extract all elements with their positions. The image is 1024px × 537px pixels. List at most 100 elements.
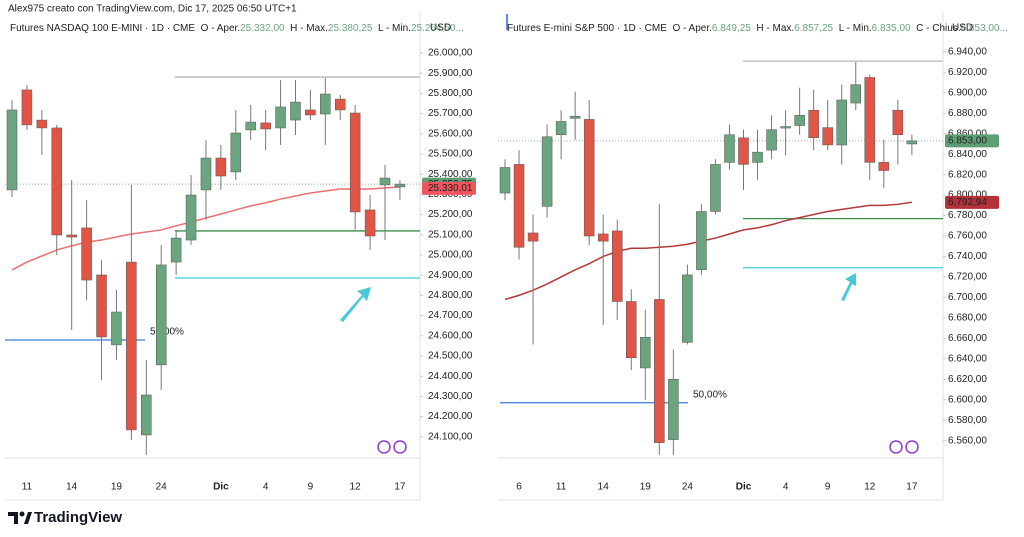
y-tick-label: 26.000,00 — [428, 48, 473, 59]
candle-body — [379, 177, 391, 186]
candle-body — [364, 209, 376, 237]
candle-body — [541, 136, 553, 207]
y-tick-label: 6.680,00 — [948, 312, 987, 323]
title-part: O - Aper. — [672, 23, 711, 34]
chart-title: Futures E-mini S&P 500 · 1D · CME O - Ap… — [507, 23, 1008, 34]
candle-body — [185, 194, 197, 241]
title-part: 25.264,50... — [411, 23, 464, 34]
y-tick-label: 6.820,00 — [948, 169, 987, 180]
candle-body — [394, 183, 406, 188]
candle-body — [597, 233, 609, 242]
icon[interactable] — [393, 440, 407, 454]
indicator-icons[interactable] — [377, 440, 919, 454]
candle-body — [878, 162, 890, 171]
x-tick-label: 11 — [556, 482, 567, 493]
y-tick-label: 6.600,00 — [948, 394, 987, 405]
candle-body — [96, 274, 107, 338]
chart-title: Futures NASDAQ 100 E-MINI · 1D · CME O -… — [10, 23, 464, 34]
brand: TradingView — [34, 509, 122, 526]
candle-body — [141, 394, 152, 436]
y-tick-label: 6.560,00 — [948, 435, 987, 446]
candle-body — [230, 132, 242, 173]
x-tick-label: 12 — [864, 482, 876, 493]
logo-mark — [8, 512, 18, 524]
y-tick-label: 6.940,00 — [948, 47, 987, 58]
candle-body — [906, 140, 918, 145]
y-tick-label: 24.700,00 — [428, 310, 473, 321]
candle-body — [320, 93, 331, 115]
candle-body — [527, 232, 539, 242]
currency: USD — [952, 23, 973, 34]
candle-body — [808, 109, 819, 139]
candle-body — [513, 164, 525, 248]
icon[interactable] — [905, 440, 919, 454]
candle-body — [499, 167, 511, 194]
title-part: 6.853,00... — [961, 23, 1008, 34]
y-tick-label: 6.760,00 — [948, 231, 987, 242]
title-part: 25.332,00 — [240, 23, 285, 34]
candle-body — [738, 137, 749, 165]
x-tick-label: 19 — [640, 482, 652, 493]
x-tick-label: 9 — [308, 482, 314, 493]
candle-body — [215, 157, 227, 177]
icon[interactable] — [377, 440, 391, 454]
title-part: L - Min. — [378, 23, 411, 34]
ma-price-label: 6.792,94 — [948, 197, 987, 208]
icon[interactable] — [889, 440, 903, 454]
y-tick-label: 25.600,00 — [428, 128, 473, 139]
y-tick-label: 6.660,00 — [948, 333, 987, 344]
candle-body — [696, 211, 707, 271]
candle-body — [21, 89, 33, 126]
title-part: H - Max. — [290, 23, 328, 34]
x-tick-label: 17 — [906, 482, 918, 493]
candle-body — [654, 299, 665, 443]
candle-body — [836, 99, 847, 146]
candle-body — [710, 164, 721, 212]
x-tick-label: 24 — [682, 482, 694, 493]
y-tick-label: 6.740,00 — [948, 251, 987, 262]
candle-body — [724, 134, 735, 163]
level-label: 50,00% — [150, 327, 184, 338]
candle-body — [290, 101, 301, 121]
candle-body — [794, 115, 805, 126]
candle-body — [6, 109, 18, 191]
y-tick-label: 24.900,00 — [428, 270, 473, 281]
y-tick-label: 6.900,00 — [948, 87, 987, 98]
y-tick-label: 25.900,00 — [428, 68, 473, 79]
y-tick-label: 6.780,00 — [948, 210, 987, 221]
candle-body — [170, 237, 182, 263]
candle-body — [36, 119, 48, 129]
x-tick-label: 11 — [22, 482, 33, 493]
y-tick-label: 24.500,00 — [428, 351, 473, 362]
x-tick-label: Dic — [736, 482, 752, 493]
candle-body — [766, 129, 777, 151]
title-part: Futures NASDAQ 100 E-MINI · 1D · CME — [10, 23, 195, 34]
y-tick-label: 24.100,00 — [428, 431, 473, 442]
title-part: 6.857,25 — [794, 23, 833, 34]
y-tick-label: 6.720,00 — [948, 272, 987, 283]
x-tick-label: 4 — [263, 482, 269, 493]
candle-body — [822, 127, 833, 146]
y-tick-label: 6.860,00 — [948, 128, 987, 139]
moving-average — [504, 201, 912, 301]
credit: Alex975 creato con TradingView.com, Dic … — [8, 4, 297, 15]
candle-body — [66, 234, 77, 238]
y-tick-label: 6.920,00 — [948, 67, 987, 78]
logo: TradingView — [8, 509, 122, 526]
y-tick-label: 25.000,00 — [428, 250, 473, 261]
candle-body — [780, 126, 791, 129]
candle-body — [275, 106, 286, 129]
candle-body — [200, 157, 212, 191]
candle-body — [155, 264, 167, 366]
currency: USD — [430, 23, 451, 34]
candle-body — [626, 301, 637, 359]
title-part: L - Min. — [839, 23, 872, 34]
title-part: O - Aper. — [201, 23, 240, 34]
title-part: 25.380,25 — [328, 23, 373, 34]
candle-body — [349, 112, 361, 213]
y-tick-label: 6.620,00 — [948, 374, 987, 385]
ma-price-label-box — [422, 181, 476, 195]
y-tick-label: 24.200,00 — [428, 411, 473, 422]
